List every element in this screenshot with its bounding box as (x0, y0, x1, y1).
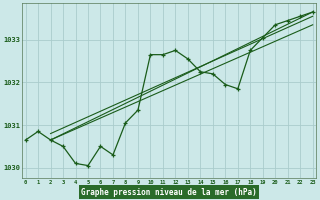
X-axis label: Graphe pression niveau de la mer (hPa): Graphe pression niveau de la mer (hPa) (81, 188, 257, 197)
